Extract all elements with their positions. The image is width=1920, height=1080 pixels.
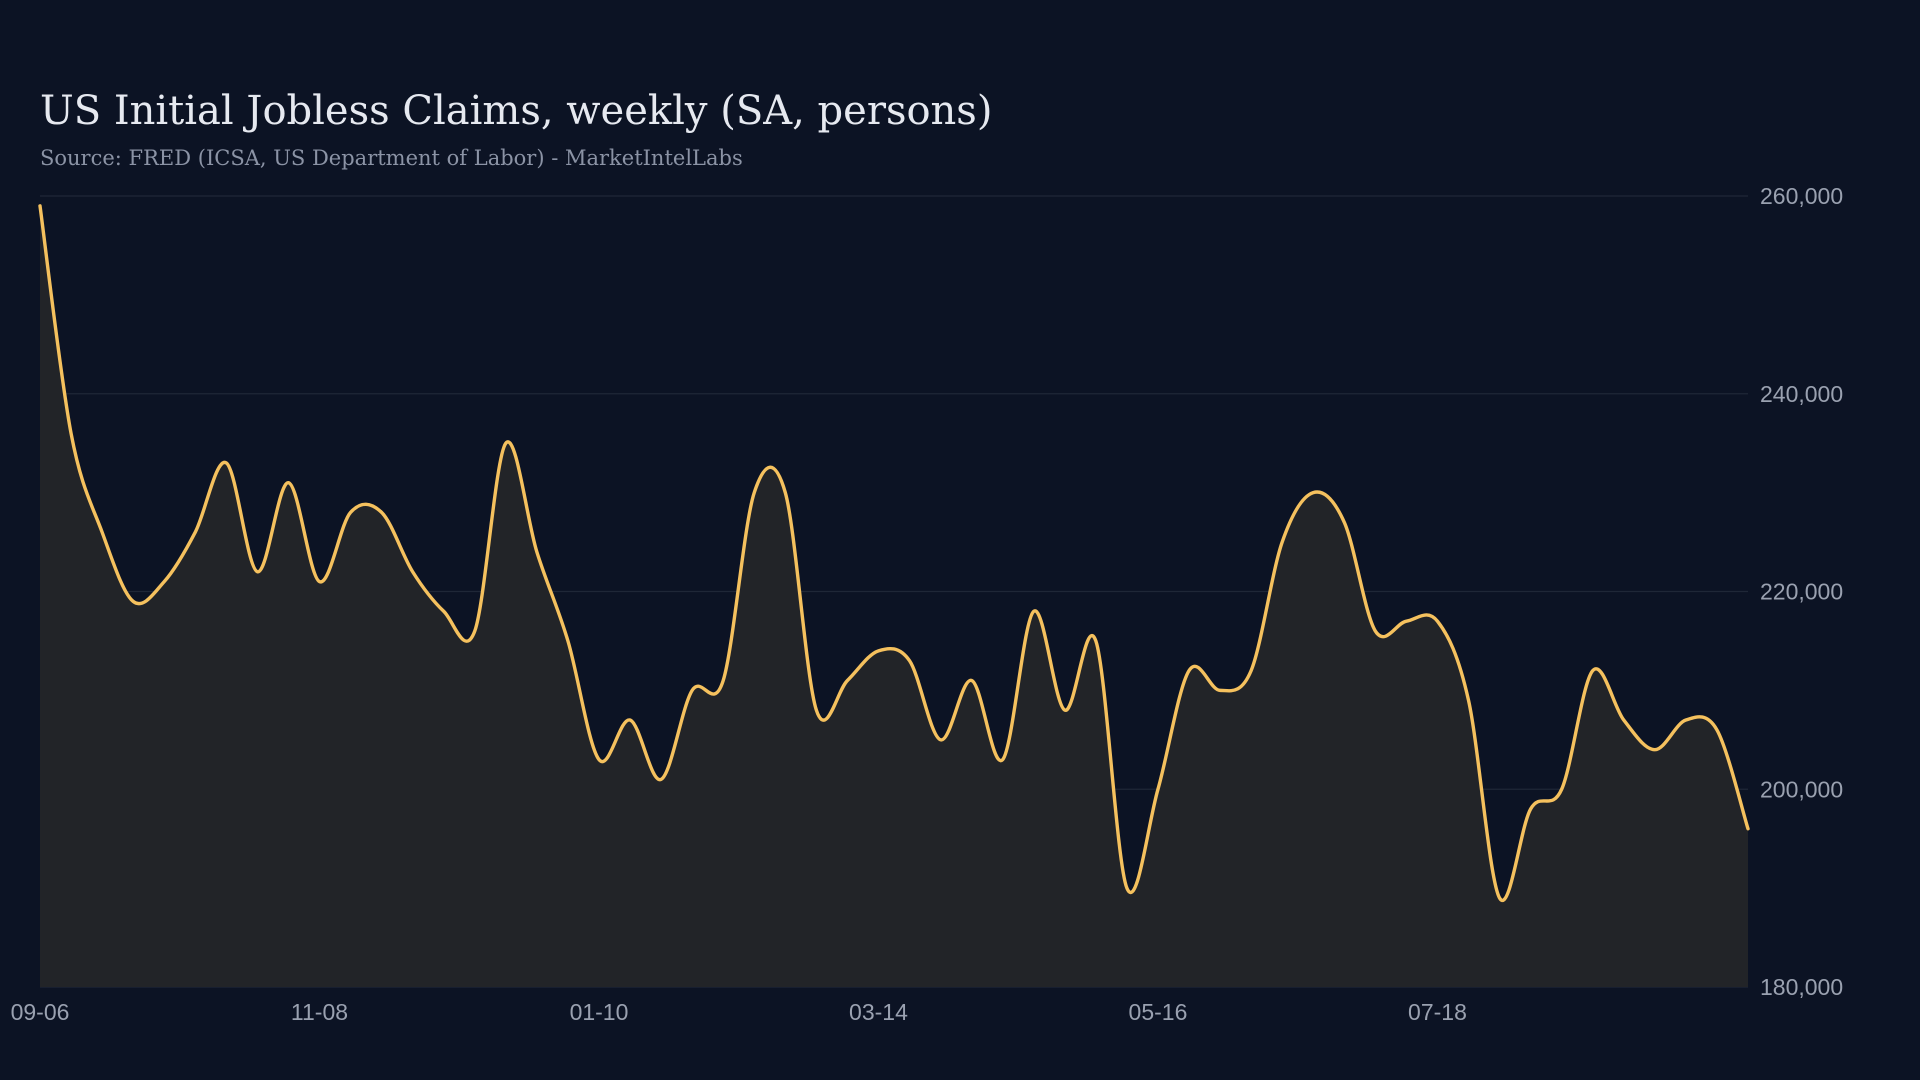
- y-tick-label: 220,000: [1760, 579, 1843, 605]
- x-tick-label: 09-06: [11, 999, 70, 1025]
- y-tick-label: 260,000: [1760, 183, 1843, 209]
- x-tick-label: 07-18: [1408, 999, 1467, 1025]
- chart-title: US Initial Jobless Claims, weekly (SA, p…: [40, 88, 993, 134]
- x-tick-label: 03-14: [849, 999, 908, 1025]
- x-tick-label: 01-10: [570, 999, 629, 1025]
- x-tick-label: 11-08: [291, 999, 348, 1025]
- series-area-fill: [40, 205, 1748, 987]
- series-line: [38, 204, 1750, 903]
- x-tick-label: 05-16: [1129, 999, 1188, 1025]
- y-tick-label: 240,000: [1760, 381, 1843, 407]
- chart-subtitle: Source: FRED (ICSA, US Department of Lab…: [40, 146, 743, 170]
- y-tick-label: 180,000: [1760, 974, 1843, 1000]
- y-tick-label: 200,000: [1760, 776, 1843, 802]
- x-axis-tick-labels: 09-06 11-08 01-10 03-14 05-16 07-18: [11, 999, 1467, 1025]
- y-axis-tick-labels: 180,000 200,000 220,000 240,000 260,000: [1760, 183, 1843, 1000]
